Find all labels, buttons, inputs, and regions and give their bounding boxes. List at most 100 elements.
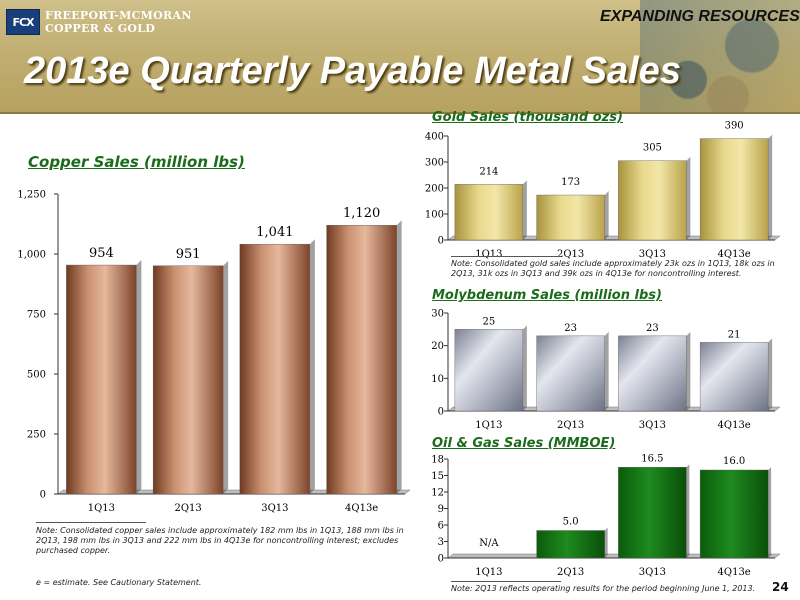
copper-y-tick-label: 1,000 (17, 250, 46, 261)
oil-y-tick-label: 3 (438, 537, 444, 548)
copper-bar (66, 264, 137, 495)
gold-chart-title: Gold Sales (thousand ozs) (432, 110, 623, 125)
moly-bar-side (768, 338, 773, 411)
page-number: 24 (772, 580, 789, 594)
copper-bar-side (223, 260, 229, 494)
oil-bar-top (618, 464, 690, 468)
moly-x-tick-label: 1Q13 (475, 420, 502, 431)
gold-bar-side (768, 134, 773, 240)
copper-y-tick-label: 750 (27, 310, 46, 321)
oil-bar (618, 467, 687, 559)
oil-data-label: N/A (479, 538, 499, 549)
moly-bar-side (604, 331, 609, 411)
copper-bar-side (136, 260, 142, 494)
title-divider (0, 112, 800, 114)
moly-x-tick-label: 2Q13 (557, 420, 584, 431)
gold-bar (618, 160, 687, 241)
oil-chart-title: Oil & Gas Sales (MMBOE) (432, 436, 616, 451)
moly-bar-top (454, 325, 527, 330)
gold-data-label: 305 (643, 143, 662, 154)
copper-y-tick-label: 500 (27, 370, 46, 381)
moly-bar-top (618, 331, 691, 336)
moly-x-tick-label: 3Q13 (639, 420, 666, 431)
gold-bar-side (522, 180, 527, 240)
copper-x-tick-label: 3Q13 (261, 503, 288, 514)
moly-bar-side (686, 331, 691, 411)
copper-bar-top (153, 260, 229, 266)
gold-y-tick-label: 200 (425, 184, 444, 195)
copper-x-tick-label: 4Q13e (345, 503, 378, 514)
gold-data-label: 173 (561, 177, 580, 188)
gold-x-tick-label: 4Q13e (718, 249, 751, 260)
oil-y-tick-label: 6 (438, 521, 444, 532)
gold-bar-top (618, 156, 691, 161)
gold-data-label: 390 (725, 121, 744, 132)
oil-x-tick-label: 3Q13 (639, 567, 666, 578)
copper-y-tick-label: 250 (27, 430, 46, 441)
copper-data-label: 954 (89, 246, 114, 261)
header-tagline: EXPANDING RESOURCES (600, 8, 800, 25)
moly-data-label: 21 (728, 329, 741, 340)
gold-y-tick-label: 0 (438, 236, 444, 247)
oil-data-label: 16.0 (723, 456, 745, 467)
gold-note-divider (451, 256, 561, 257)
gold-bar-side (686, 156, 691, 240)
oil-bar (536, 530, 605, 559)
logo-line-2: COPPER & GOLD (45, 22, 156, 35)
gold-x-tick-label: 2Q13 (557, 249, 584, 260)
moly-bar (454, 329, 524, 412)
oil-x-tick-label: 4Q13e (718, 567, 751, 578)
oil-gas-sales-chart: 0 3 6 9 12 15 18 N/A 1Q13 5.0 2Q13 16.5 3Q13 16.0 4Q13… (431, 453, 781, 578)
oil-x-tick-label: 2Q13 (557, 567, 584, 578)
oil-y-tick-label: 0 (438, 554, 444, 565)
moly-chart-title: Molybdenum Sales (million lbs) (432, 288, 662, 303)
oil-x-tick-label: 1Q13 (475, 567, 502, 578)
oil-bar-top (700, 467, 772, 470)
gold-bar (536, 194, 605, 241)
gold-bar-top (700, 134, 773, 139)
copper-bar-top (66, 260, 142, 266)
copper-bar (326, 224, 397, 495)
gold-bar-top (454, 180, 527, 185)
satellite-image (640, 0, 800, 114)
moly-bar (536, 335, 605, 412)
moly-y-tick-label: 20 (431, 341, 444, 352)
moly-y-tick-label: 0 (438, 407, 444, 418)
moly-sales-chart: 0 10 20 30 25 1Q13 23 2Q13 23 3Q13 21 4Q13e (431, 309, 781, 431)
gold-footnote: Note: Consolidated gold sales include ap… (451, 259, 775, 278)
oil-bar-top (536, 527, 608, 531)
oil-bar-side (686, 464, 690, 558)
moly-y-tick-label: 30 (431, 309, 444, 320)
copper-bar-top (326, 220, 402, 226)
copper-note-divider (36, 522, 146, 523)
gold-data-label: 214 (479, 166, 498, 177)
copper-sales-chart: 0 250 500 750 1,000 1,250 954 1Q13 951 2Q13 1,041 3… (17, 190, 411, 514)
gold-sales-chart: 0 100 200 300 400 214 1Q13 173 2Q13 305 3Q13 390 4Q1… (425, 121, 781, 260)
gold-x-tick-label: 1Q13 (475, 249, 502, 260)
gold-y-tick-label: 100 (425, 210, 444, 221)
oil-y-tick-label: 15 (431, 471, 444, 482)
copper-data-label: 1,041 (256, 225, 293, 240)
logo-line-1: FREEPORT-MCMORAN (45, 9, 192, 22)
copper-bar (152, 265, 224, 495)
copper-data-label: 1,120 (343, 206, 380, 221)
oil-y-tick-label: 18 (431, 455, 444, 466)
moly-bar-side (522, 325, 527, 411)
copper-bar-side (396, 220, 402, 494)
page-title: 2013e Quarterly Payable Metal Sales (24, 50, 681, 92)
moly-bar-top (536, 331, 609, 336)
moly-y-tick-label: 10 (431, 374, 444, 385)
oil-bar (699, 469, 769, 559)
copper-bar-top (239, 239, 315, 245)
copper-x-tick-label: 2Q13 (174, 503, 201, 514)
oil-bar-side (768, 467, 772, 558)
moly-bar (699, 342, 769, 412)
company-logo: FCX FREEPORT-MCMORAN COPPER & GOLD (6, 9, 192, 35)
copper-x-tick-label: 1Q13 (88, 503, 115, 514)
gold-bar (699, 138, 769, 241)
copper-y-tick-label: 0 (40, 490, 46, 501)
oil-bar-side (604, 527, 608, 558)
estimate-footnote: e = estimate. See Cautionary Statement. (36, 578, 202, 587)
oil-data-label: 16.5 (641, 453, 663, 464)
